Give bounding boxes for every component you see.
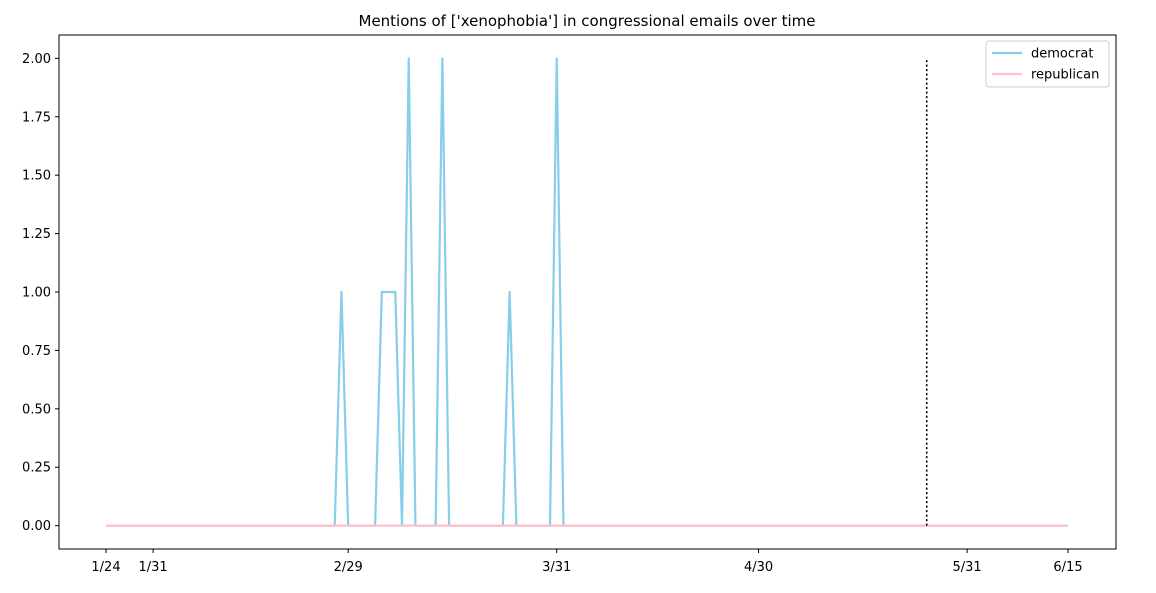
- y-axis: 0.00 0.25 0.50 0.75 1.00 1.25 1.50 1.75 2.00: [22, 52, 59, 534]
- x-tick-label: 2/29: [334, 560, 363, 575]
- y-tick-label: 0.25: [22, 461, 51, 476]
- plot-border: [58, 34, 1117, 550]
- y-tick-label: 2.00: [22, 52, 51, 67]
- legend-label-democrat: democrat: [1031, 47, 1093, 62]
- legend: democrat republican: [985, 40, 1110, 88]
- plot-background: [59, 35, 1116, 549]
- y-tick-label: 1.25: [22, 227, 51, 242]
- y-tick-label: 1.00: [22, 286, 51, 301]
- x-tick-label: 6/15: [1053, 560, 1082, 575]
- y-tick-label: 1.50: [22, 169, 51, 184]
- y-tick-label: 1.75: [22, 110, 51, 125]
- y-tick-label: 0.50: [22, 402, 51, 417]
- x-tick-label: 1/24: [91, 560, 120, 575]
- x-tick-label: 5/31: [952, 560, 981, 575]
- series-lines: [106, 57, 1068, 527]
- plot-frame: [58, 34, 1117, 550]
- plot-area: [59, 35, 1116, 549]
- x-tick-label: 1/31: [138, 560, 167, 575]
- y-tick-label: 0.75: [22, 344, 51, 359]
- chart-title: Mentions of ['xenophobia'] in congressio…: [359, 12, 816, 30]
- legend-label-republican: republican: [1031, 68, 1099, 83]
- x-tick-label: 4/30: [744, 560, 773, 575]
- y-tick-label: 0.00: [22, 519, 51, 534]
- x-axis: 1/24 1/31 2/29 3/31 4/30 5/31 6/15: [91, 549, 1083, 575]
- x-tick-label: 3/31: [542, 560, 571, 575]
